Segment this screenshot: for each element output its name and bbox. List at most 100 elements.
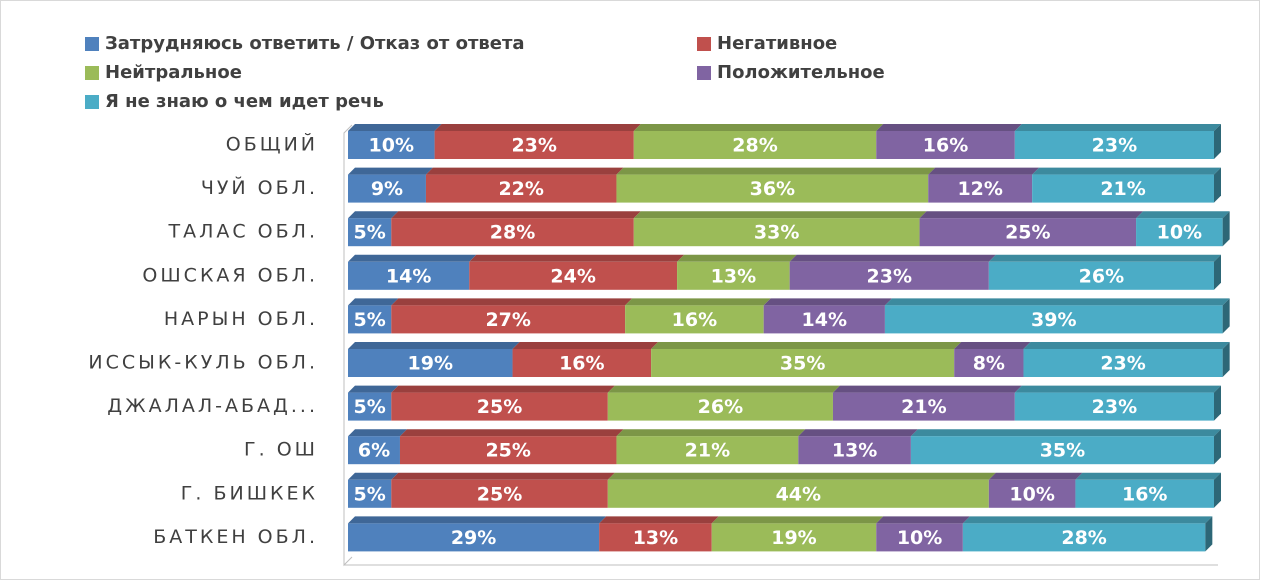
data-label: 13%	[832, 440, 877, 462]
y-tick-label: БАТКЕН ОБЛ.	[153, 526, 318, 548]
data-label: 27%	[485, 309, 530, 331]
bar-top	[1023, 342, 1230, 349]
data-label: 21%	[685, 440, 730, 462]
data-label: 5%	[354, 222, 386, 244]
legend-label: Я не знаю о чем идет речь	[105, 91, 384, 112]
y-tick-label: ИССЫК-КУЛЬ ОБЛ.	[88, 352, 318, 374]
data-label: 19%	[408, 353, 453, 375]
bar-top	[391, 385, 615, 393]
bar	[789, 261, 989, 290]
bar-top	[348, 211, 399, 219]
bar-side	[1214, 429, 1221, 465]
bar	[348, 131, 435, 159]
data-label: 25%	[1005, 222, 1050, 244]
bar-top	[633, 124, 884, 131]
bar-top	[348, 385, 399, 393]
bar-side	[1214, 385, 1221, 421]
data-label: 33%	[754, 222, 799, 244]
bar	[607, 392, 833, 421]
data-label: 28%	[1061, 527, 1106, 549]
bar	[348, 218, 392, 247]
y-tick-label: ЧУЙ ОБЛ.	[201, 176, 318, 199]
bar-top	[391, 211, 641, 219]
bar	[425, 174, 617, 203]
bar-top	[1014, 385, 1221, 393]
legend-label: Негативное	[717, 33, 837, 54]
bar	[988, 479, 1076, 508]
legend-label: Нейтральное	[105, 62, 242, 83]
axis-wall	[343, 124, 353, 567]
bar-top	[651, 342, 962, 349]
bar-side	[1214, 167, 1221, 203]
data-label: 16%	[559, 353, 604, 375]
bar	[711, 523, 877, 552]
data-label: 10%	[1157, 222, 1202, 244]
bar-side	[1222, 298, 1230, 334]
bar-side	[1205, 516, 1213, 552]
bar	[348, 174, 426, 203]
bar-side	[1214, 472, 1221, 508]
bar	[832, 392, 1015, 421]
bar-top	[348, 516, 607, 524]
bar-top	[876, 124, 1022, 131]
bar	[512, 349, 652, 377]
bar-top	[599, 516, 719, 524]
bar	[1032, 174, 1214, 203]
bar	[616, 436, 799, 465]
data-label: 22%	[498, 178, 543, 200]
y-tick-label: ДЖАЛАЛ-АБАД...	[107, 395, 318, 417]
data-label: 35%	[780, 353, 825, 375]
data-label: 28%	[490, 222, 535, 244]
bar-top	[910, 429, 1221, 437]
data-label: 10%	[369, 135, 414, 157]
data-label: 10%	[1009, 483, 1054, 505]
bar	[391, 392, 608, 421]
legend-swatch	[697, 66, 711, 80]
bar-top	[988, 254, 1221, 262]
bar	[348, 349, 513, 377]
data-label: 23%	[1092, 135, 1137, 157]
bar	[910, 436, 1214, 465]
bar-side	[1222, 342, 1230, 377]
bar-top	[348, 124, 442, 131]
bar	[798, 436, 911, 465]
bar	[607, 479, 989, 508]
data-label: 9%	[371, 178, 403, 200]
data-label: 12%	[957, 178, 1002, 200]
bar	[1014, 392, 1214, 421]
legend-swatch	[85, 66, 99, 80]
data-label: 5%	[354, 396, 386, 418]
bar-top	[348, 167, 433, 175]
data-label: 21%	[1100, 178, 1145, 200]
bar-top	[616, 167, 936, 175]
bar-side	[1214, 254, 1221, 290]
data-label: 25%	[485, 440, 530, 462]
bar-top	[399, 429, 624, 437]
bar-top	[391, 472, 615, 480]
bar	[348, 261, 470, 290]
data-label: 23%	[867, 265, 912, 287]
data-label: 14%	[802, 309, 847, 331]
data-label: 21%	[901, 396, 946, 418]
y-tick-label: Г. БИШКЕК	[181, 482, 318, 504]
bar	[1136, 218, 1223, 247]
data-label: 44%	[776, 483, 821, 505]
bar-top	[1136, 211, 1230, 219]
bar-top	[434, 124, 641, 131]
data-label: 39%	[1031, 309, 1076, 331]
bar	[391, 218, 634, 247]
data-label: 29%	[451, 527, 496, 549]
data-label: 23%	[1092, 396, 1137, 418]
bar-top	[425, 167, 624, 175]
bar	[625, 305, 764, 334]
legend-swatch	[85, 95, 99, 109]
bar	[348, 392, 392, 421]
bar-top	[348, 342, 520, 349]
data-label: 26%	[1079, 265, 1124, 287]
bar-top	[1075, 472, 1221, 480]
bar-top	[391, 298, 633, 306]
bar	[348, 305, 392, 334]
bar-top	[625, 298, 771, 306]
bar	[651, 349, 955, 377]
